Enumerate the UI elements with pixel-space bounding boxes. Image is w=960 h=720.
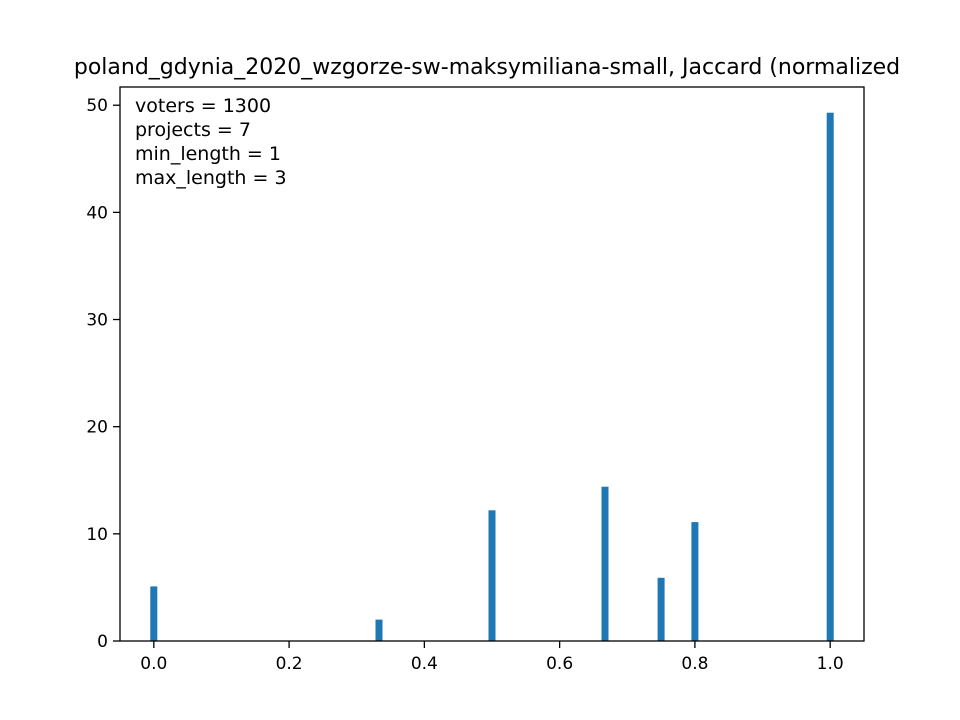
- histogram-bar-1: [375, 619, 383, 641]
- histogram-bar-6: [826, 112, 834, 641]
- chart-title: poland_gdynia_2020_wzgorze-sw-maksymilia…: [74, 55, 900, 80]
- histogram-bar-3: [601, 486, 609, 641]
- x-tick-label: 0.2: [276, 654, 303, 674]
- x-tick-label: 0.4: [411, 654, 438, 674]
- x-axis: 0.0 0.2 0.4 0.6 0.8 1.0: [140, 641, 844, 674]
- y-tick-label: 50: [86, 96, 108, 116]
- histogram-bar-2: [488, 510, 496, 641]
- x-tick-label: 1.0: [817, 654, 844, 674]
- y-tick-label: 0: [97, 632, 108, 652]
- y-axis: 0 10 20 30 40 50: [86, 96, 120, 652]
- histogram-bar-0: [150, 586, 158, 641]
- annotation-min-length: min_length = 1: [135, 143, 281, 165]
- stats-annotation: voters = 1300 projects = 7 min_length = …: [135, 95, 287, 189]
- x-tick-label: 0.8: [681, 654, 708, 674]
- y-tick-label: 10: [86, 525, 108, 545]
- annotation-projects: projects = 7: [135, 119, 251, 141]
- y-tick-label: 30: [86, 311, 108, 331]
- y-tick-label: 40: [86, 203, 108, 223]
- axes-frame: [119, 86, 865, 642]
- y-tick-label: 20: [86, 418, 108, 438]
- histogram-bar-5: [691, 522, 699, 641]
- annotation-voters: voters = 1300: [135, 95, 271, 117]
- annotation-max-length: max_length = 3: [135, 167, 287, 189]
- bars-layer: [150, 112, 834, 641]
- x-tick-label: 0.6: [546, 654, 573, 674]
- histogram-bar-4: [657, 577, 665, 641]
- x-tick-label: 0.0: [140, 654, 167, 674]
